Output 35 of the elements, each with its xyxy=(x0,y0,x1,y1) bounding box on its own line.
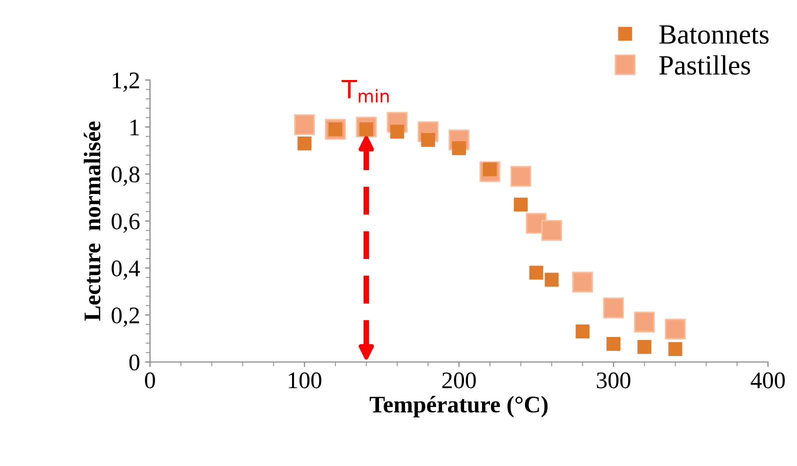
x-tick-label: 0 xyxy=(144,372,156,388)
y-tick-label: 0,6 xyxy=(112,213,140,233)
point xyxy=(572,272,594,293)
point xyxy=(421,132,436,147)
point xyxy=(634,312,655,332)
point xyxy=(390,124,404,139)
legend-label: Batonnets xyxy=(659,25,769,44)
legend-label: Pastilles xyxy=(659,55,750,75)
x-tick-label: 200 xyxy=(442,372,476,388)
point xyxy=(668,342,682,356)
y-axis-title: Lecture normalisée xyxy=(84,122,100,321)
point xyxy=(541,220,562,241)
point xyxy=(514,198,528,212)
y-tick-label: 0,4 xyxy=(112,260,140,280)
point xyxy=(529,266,544,280)
point xyxy=(544,272,559,287)
point xyxy=(298,136,312,150)
y-tick-label: 0,2 xyxy=(112,307,139,327)
y-tick-label: 1,2 xyxy=(112,72,139,92)
x-tick-label: 300 xyxy=(596,372,630,388)
point xyxy=(510,166,532,187)
x-tick-label: 100 xyxy=(288,372,322,388)
ref-line-label: T$_{min}$ xyxy=(342,80,389,102)
point xyxy=(606,336,620,351)
y-tick-label: 0 xyxy=(129,354,140,370)
point xyxy=(576,324,590,338)
x-axis-title: Température (°C) xyxy=(370,396,548,418)
y-tick-label: 1 xyxy=(130,120,139,136)
point xyxy=(452,141,466,156)
x-tick-label: 400 xyxy=(750,372,785,388)
point xyxy=(664,318,686,340)
y-tick-label: 0,8 xyxy=(112,166,140,186)
point xyxy=(637,340,652,354)
point xyxy=(294,114,315,136)
point xyxy=(603,298,624,318)
